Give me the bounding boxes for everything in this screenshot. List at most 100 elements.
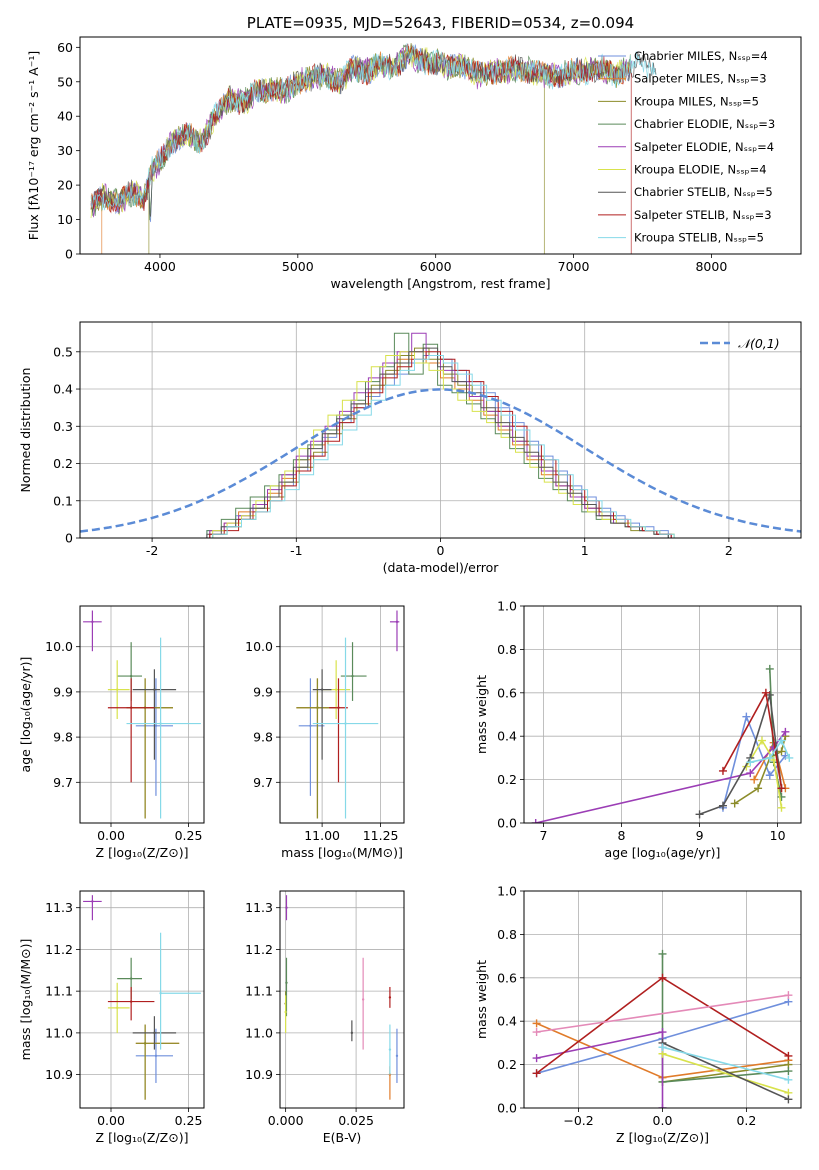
plot-area (284, 895, 399, 1100)
plot-area (90, 43, 657, 254)
y-axis-label: mass [log₁₀(M/M⊙)] (18, 939, 33, 1061)
data-point (129, 977, 133, 980)
x-tick-label: 10 (770, 828, 786, 843)
plus-marker (532, 1054, 541, 1063)
plus-marker (761, 688, 770, 697)
data-point (154, 1054, 158, 1058)
plus-marker (718, 766, 727, 775)
x-tick-label: 0.0 (653, 1113, 673, 1128)
panel-mass-vs-EBV: 0.000 0.025 10.9 11.0 11.1 11.2 11.3 E(B-V) (245, 890, 405, 1145)
plot-area (296, 610, 400, 819)
data-point (143, 1042, 147, 1045)
plus-marker (785, 753, 794, 762)
legend-label: Salpeter ELODIE, Nₛₛₚ=4 (634, 140, 774, 154)
y-tick-label: 30 (57, 143, 73, 158)
y-axis-label: mass weight (474, 960, 489, 1039)
x-tick-label: 0.00 (97, 1113, 125, 1128)
x-tick-label: 5000 (282, 259, 314, 274)
data-point (284, 1010, 287, 1014)
legend-label: Chabrier STELIB, Nₛₛₚ=5 (634, 185, 773, 199)
plus-marker (746, 758, 755, 767)
x-tick-label: -2 (146, 543, 158, 558)
data-point (337, 706, 340, 709)
x-tick-label: 9 (696, 828, 704, 843)
legend-label: Chabrier ELODIE, Nₛₛₚ=3 (634, 117, 775, 131)
y-tick-label: 0.3 (53, 419, 73, 434)
x-tick-label: 8000 (695, 259, 727, 274)
x-tick-label: 11.00 (304, 828, 340, 843)
weight-line (745, 738, 783, 808)
data-point (153, 688, 156, 691)
data-point (388, 996, 392, 999)
panel-residuals: -2 -1 0 1 2 0 0.1 0.2 0.3 0.4 0.5 (data-model)/erro… (18, 321, 802, 575)
plot-area (80, 332, 801, 538)
plus-marker (777, 747, 786, 756)
data-point (154, 724, 158, 728)
x-tick-label: 4000 (144, 259, 176, 274)
legend-label: Salpeter STELIB, Nₛₛₚ=3 (634, 208, 772, 222)
plus-marker (777, 736, 786, 745)
y-axis-label: mass weight (474, 675, 489, 754)
x-tick-label: 2 (725, 543, 733, 558)
axes-frame (279, 890, 405, 1109)
x-tick-label: 1 (581, 543, 589, 558)
data-point (361, 998, 365, 1001)
y-tick-label: 20 (57, 178, 73, 193)
data-point (388, 1048, 392, 1051)
panel-weight-vs-Z: −0.2 0.0 0.2 0.0 0.2 0.4 0.6 0.8 1.0 Z [log₁₀(Z/Z… (474, 884, 802, 1145)
spectrum-line (90, 43, 657, 211)
axes-frame (523, 605, 802, 824)
x-axis-label: E(B-V) (323, 1130, 362, 1145)
data-point (334, 688, 338, 691)
plus-marker (746, 769, 755, 778)
x-axis-label: Z [log₁₀(Z/Z⊙)] (96, 1130, 189, 1145)
y-tick-label: 0.4 (53, 382, 73, 397)
axes-frame (79, 605, 205, 824)
plus-marker (532, 1069, 541, 1078)
plus-marker (531, 819, 540, 823)
chart-title: PLATE=0935, MJD=52643, FIBERID=0534, z=0… (247, 14, 634, 32)
y-tick-label: 9.8 (53, 730, 73, 745)
data-point (116, 1006, 119, 1010)
plus-marker (777, 784, 786, 793)
y-tick-label: 50 (57, 74, 73, 89)
x-tick-label: 0.025 (338, 1113, 374, 1128)
x-axis-label: mass [log₁₀(M/M⊙)] (281, 845, 403, 860)
panel-mass-vs-Z: 0.00 0.25 10.9 11.0 11.1 11.2 11.3 Z [log₁₀(Z/Z… (18, 890, 205, 1145)
x-tick-label: −0.2 (563, 1113, 593, 1128)
x-tick-label: 0.2 (736, 1113, 756, 1128)
plus-marker (658, 1028, 667, 1037)
y-tick-label: 9.7 (53, 775, 73, 790)
plus-marker (765, 753, 774, 762)
y-tick-label: 1.0 (497, 599, 517, 614)
plus-marker (765, 664, 774, 673)
data-point (91, 620, 94, 624)
y-tick-label: 0.2 (497, 772, 517, 787)
plus-marker (658, 1104, 667, 1108)
weight-line (535, 731, 787, 823)
weight-line (750, 738, 791, 763)
x-axis-label: Z [log₁₀(Z/Z⊙)] (616, 1130, 709, 1145)
x-tick-label: 0.25 (175, 1113, 203, 1128)
y-tick-label: 10.0 (45, 639, 73, 654)
y-tick-label: 10.9 (245, 1067, 273, 1082)
plus-marker (784, 1095, 793, 1104)
x-tick-label: 0 (437, 543, 445, 558)
plus-marker (718, 801, 727, 810)
axes-frame (279, 605, 405, 824)
y-tick-label: 11.1 (245, 984, 273, 999)
data-point (395, 620, 399, 624)
plus-marker (781, 727, 790, 736)
data-point (159, 722, 162, 725)
panel-age-vs-mass: 11.00 11.25 9.7 9.8 9.9 10.0 mass [log₁₀(M/M⊙)… (245, 605, 405, 860)
legend-label: Kroupa STELIB, Nₛₛₚ=5 (634, 231, 764, 245)
data-point (285, 981, 288, 985)
data-point (351, 674, 354, 678)
y-tick-label: 11.0 (45, 1025, 73, 1040)
x-tick-label: 7000 (558, 259, 590, 274)
x-tick-label: 7 (540, 828, 548, 843)
plot-area (531, 664, 794, 823)
plot-area (83, 895, 201, 1100)
x-tick-label: -1 (290, 543, 302, 558)
